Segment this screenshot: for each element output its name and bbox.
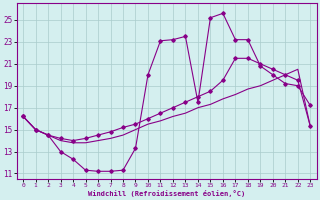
X-axis label: Windchill (Refroidissement éolien,°C): Windchill (Refroidissement éolien,°C) [88,190,245,197]
